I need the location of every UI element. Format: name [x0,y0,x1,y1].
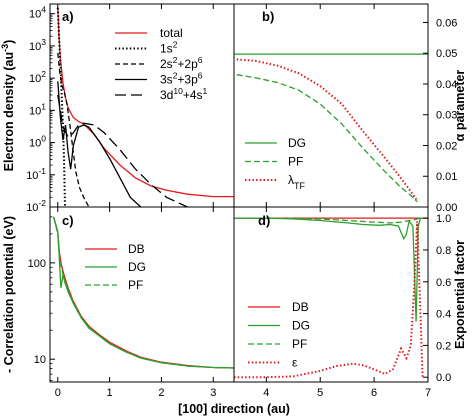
x-tick-label: 5 [317,387,323,399]
x-axis-title: [100] direction (au) [178,402,290,416]
legend-label: PF [288,155,303,169]
legend-label: DG [128,260,146,274]
legend-label: λTF [288,173,305,191]
series-line-2 [52,216,234,369]
panel-c: 10 100 0 1 2 3 - Correlation potential (eV) c) D… [2,206,235,399]
panel-b: 0.00 0.01 0.02 0.03 0.04 0.05 0.06 α parameter b… [233,3,467,214]
x-tick-label: 1 [107,387,113,399]
legend-label: 3d10+4s1 [160,86,208,102]
legend-label: 3s2+3p6 [160,71,203,87]
legend-label: 2s2+2p6 [160,55,203,71]
y-tick-label: 0.06 [436,17,457,29]
y-tick-label: 0.03 [436,110,457,122]
legend-label: DG [292,319,310,333]
y-tick-label: 104 [29,5,46,21]
x-tick-label: 7 [425,387,431,399]
plot-frame [233,206,429,383]
x-tick-label: 0 [55,387,61,399]
plot-frame [49,3,235,208]
y-axis-title: - Correlation potential (eV) [2,216,16,373]
legend: DB DG PF [85,242,146,292]
y-tick-label: 0.8 [436,245,451,257]
legend-label: PF [128,278,143,292]
panel-label: a) [62,9,74,24]
series-line-2 [56,7,66,207]
y-tick-label: 10-1 [26,166,46,182]
y-tick-label: 0.05 [436,48,457,60]
y-tick-label: 102 [29,69,46,85]
y-tick-label: 101 [29,101,46,117]
legend-label: ε [292,356,298,370]
y-tick-label: 0.6 [436,277,451,289]
legend-label: PF [292,337,307,351]
panel-label: d) [258,213,270,228]
series-line-3 [236,58,419,202]
legend: DG PF λTF [245,136,306,191]
y-tick-label: 0.02 [436,140,457,152]
panel-label: c) [62,213,74,228]
x-tick-label: 2 [158,387,164,399]
y-tick-label: 10 [34,354,46,366]
legend: DB DG PF ε [248,300,310,370]
y-tick-label: 103 [29,37,46,53]
y-tick-label: 0.01 [436,171,457,183]
legend-label: DB [292,300,309,314]
panel-d: 0.0 0.2 0.4 0.6 0.8 1.0 4 5 6 7 Exponential factor… [233,206,467,399]
y-tick-label: 0.4 [436,309,451,321]
legend-label: DG [288,136,306,150]
x-tick-label: 4 [263,387,269,399]
y-tick-label: 10-2 [26,198,46,214]
legend-label: DB [128,242,145,256]
series-line-1 [57,7,234,198]
series-line-3 [57,53,90,207]
series-line-3 [52,216,234,369]
y-tick-label: 0.04 [436,79,457,91]
y-tick-label: 0.0 [436,372,451,384]
plot-frame [233,3,429,208]
panel-label: b) [262,9,274,24]
y-tick-label: 100 [29,134,46,150]
series-line-1 [52,216,234,369]
series-line-3 [234,217,423,224]
legend-label: total [160,26,183,40]
y-tick-label: 0.00 [436,202,457,214]
series-line-4 [234,221,424,379]
y-axis-title: Electron density (au-3) [0,40,16,172]
y-tick-label: 0.2 [436,340,451,352]
x-tick-label: 3 [210,387,216,399]
panel-a: 10-2 10-1 100 101 102 103 104 Electron density … [0,3,235,214]
series-line-2 [236,74,418,203]
y-tick-label: 1.0 [436,213,451,225]
y-tick-label: 100 [28,258,46,270]
y-axis-title: α parameter [453,70,467,142]
series-line-4 [57,81,142,207]
plot-frame [49,206,235,383]
series-line-2 [234,217,423,322]
legend-label: 1s2 [160,40,178,56]
x-tick-label: 6 [371,387,377,399]
y-axis-title: Exponential factor [453,240,467,349]
